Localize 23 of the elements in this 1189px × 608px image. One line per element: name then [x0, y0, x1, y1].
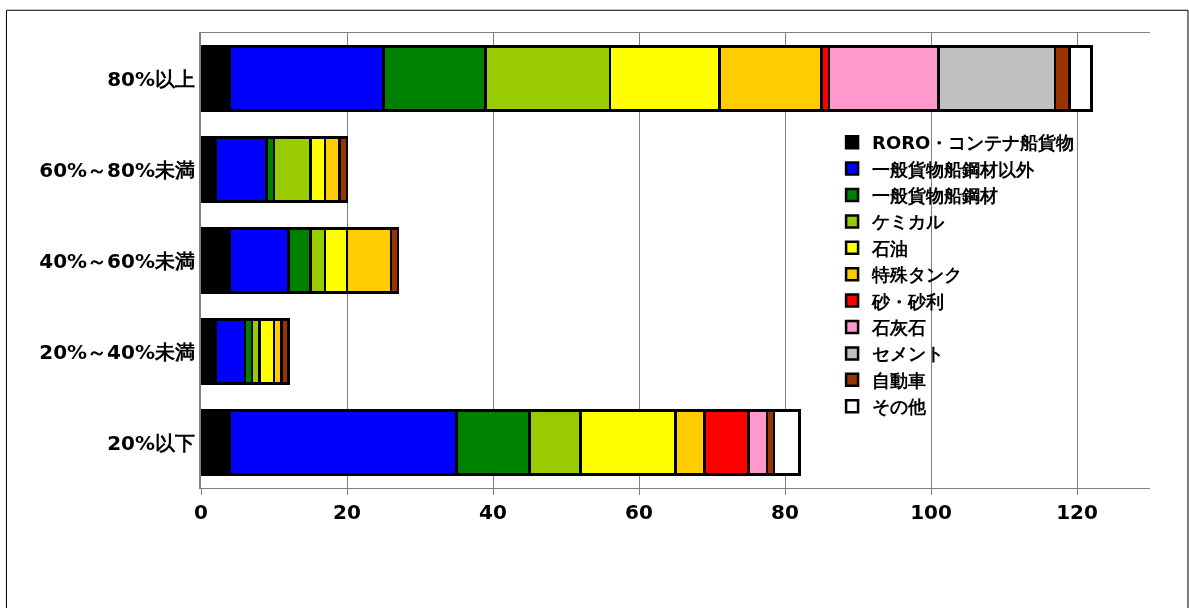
y-tick-label: 20%～40%未満: [39, 339, 195, 364]
y-tick-label: 80%以上: [107, 66, 195, 91]
x-tick-label: 40: [479, 500, 507, 524]
y-tick-label: 40%～60%未満: [39, 248, 195, 273]
legend-label: RORO・コンテナ船貨物: [872, 132, 1075, 154]
x-tick-label: 120: [1056, 500, 1098, 524]
x-tick-label: 100: [910, 500, 952, 524]
legend-label: 特殊タンク: [871, 264, 963, 286]
legend-label: 砂・砂利: [871, 290, 945, 312]
y-tick-label: 20%以下: [107, 430, 195, 455]
legend-label: 石灰石: [871, 317, 927, 339]
legend-label: セメント: [872, 343, 945, 365]
y-tick-label: 60%～80%未満: [39, 157, 195, 182]
legend-label: 自動車: [872, 369, 927, 391]
legend-label: その他: [872, 396, 928, 418]
x-tick-label: 20: [333, 500, 361, 524]
legend-label: ケミカル: [871, 211, 946, 233]
x-tick-label: 60: [625, 500, 653, 524]
legend-label: 石油: [871, 237, 909, 259]
x-tick-label: 80: [771, 500, 799, 524]
x-tick-label: 0: [194, 500, 208, 524]
legend-label: 一般貨物船鋼材以外: [872, 158, 1036, 180]
legend-label: 一般貨物船鋼材: [872, 185, 999, 207]
